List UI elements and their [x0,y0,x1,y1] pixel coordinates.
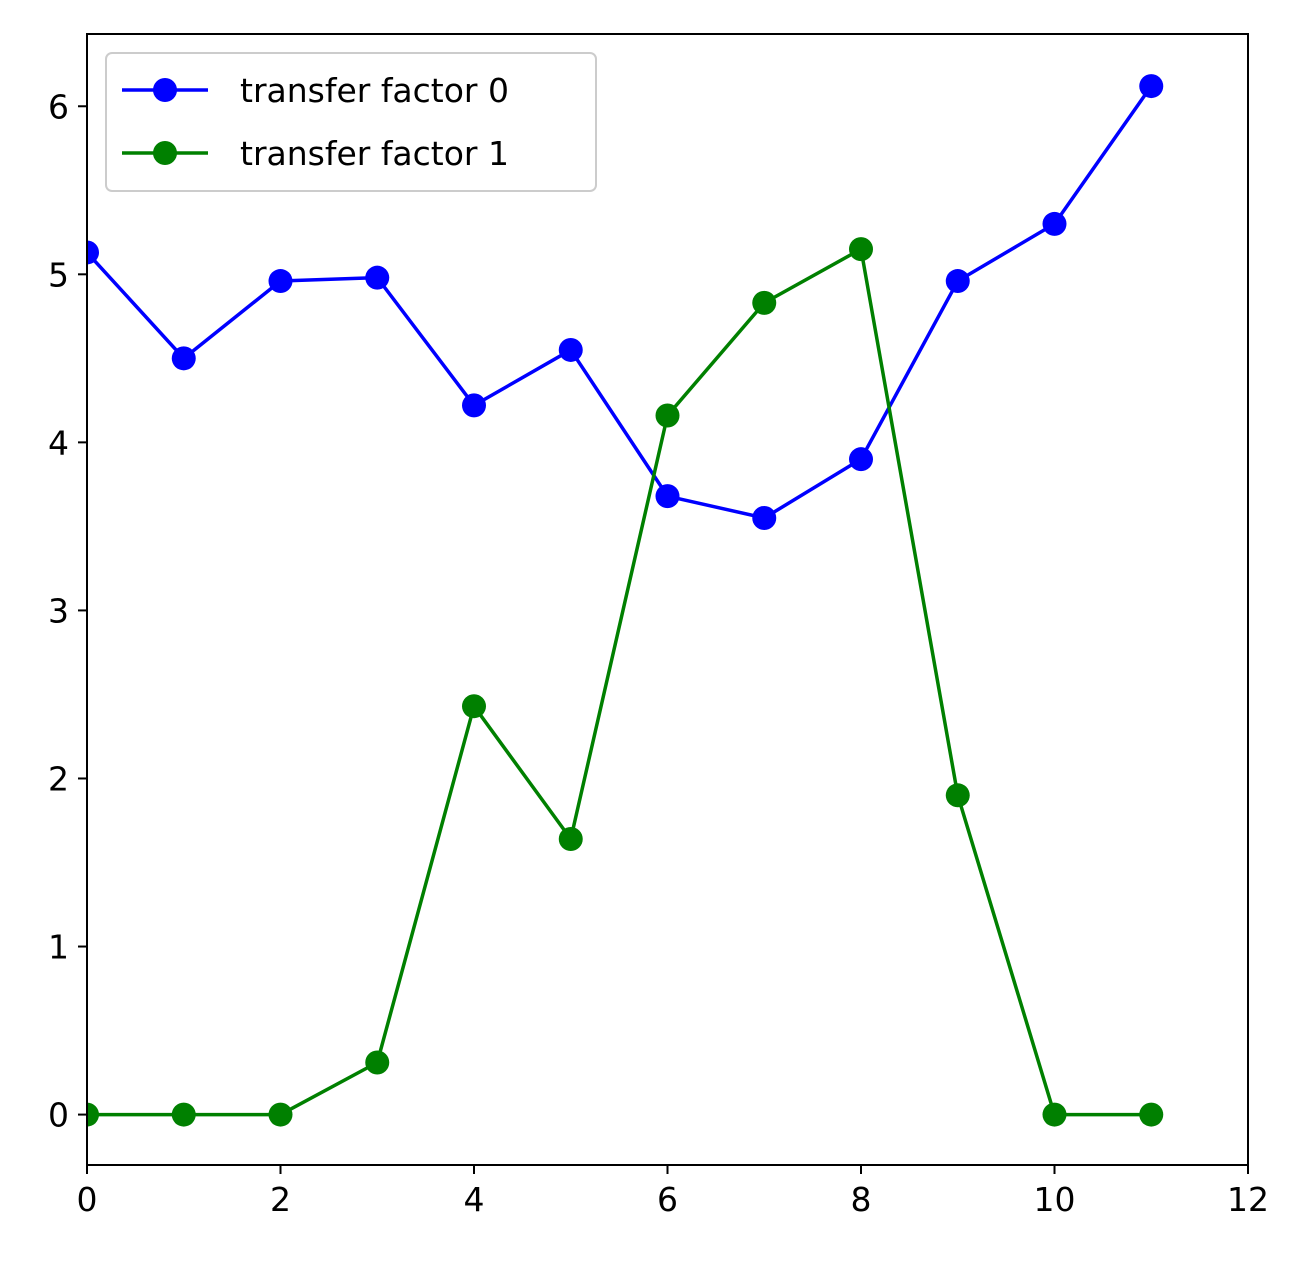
y-tick-label: 1 [48,928,69,967]
data-point [558,337,583,362]
legend-item: transfer factor 0 [122,71,509,110]
series-0 [87,74,1164,530]
data-point [1042,211,1067,236]
x-tick-label: 10 [1034,1180,1076,1219]
series-1 [87,237,1164,1127]
legend-item: transfer factor 1 [122,134,509,173]
y-tick-label: 2 [48,759,69,798]
data-point [268,1102,293,1127]
data-point [365,1050,390,1075]
data-point [655,403,680,428]
data-point [1042,1102,1067,1127]
data-point [462,393,486,418]
data-point [849,237,873,262]
x-tick-label: 2 [270,1180,291,1219]
legend-marker [153,141,177,165]
legend-label: transfer factor 1 [240,134,509,173]
x-tick-label: 6 [657,1180,678,1219]
data-point [849,447,873,472]
data-point [171,1102,196,1127]
data-point [268,269,293,294]
x-tick-label: 8 [851,1180,872,1219]
data-point [1139,74,1164,99]
legend-box [105,52,597,192]
y-tick-label: 3 [48,591,69,630]
y-tick-label: 4 [48,423,69,462]
y-tick-label: 6 [48,87,69,126]
x-axis: 0 2 4 6 8 10 12 [77,1165,1269,1219]
data-point [1139,1102,1164,1127]
data-point [945,269,970,294]
legend-marker [153,78,177,102]
data-point [171,346,196,371]
data-point [87,1102,99,1127]
y-tick-label: 0 [48,1096,69,1135]
data-point [752,505,777,530]
data-point [462,694,486,719]
data-point [558,826,583,851]
x-tick-label: 0 [77,1180,98,1219]
series-line [87,247,1152,1117]
data-point [752,290,777,315]
y-axis: 0 1 2 3 4 5 6 [48,87,87,1135]
legend-label: transfer factor 0 [240,71,509,110]
data-point [87,240,99,265]
legend: transfer factor 0 transfer factor 1 [105,52,597,192]
data-point [945,783,970,808]
y-tick-label: 5 [48,255,69,294]
series-line [87,85,1153,520]
data-point [365,265,390,290]
series-layer [87,74,1164,1127]
x-tick-label: 4 [464,1180,485,1219]
data-point [655,484,680,509]
x-tick-label: 12 [1227,1180,1269,1219]
